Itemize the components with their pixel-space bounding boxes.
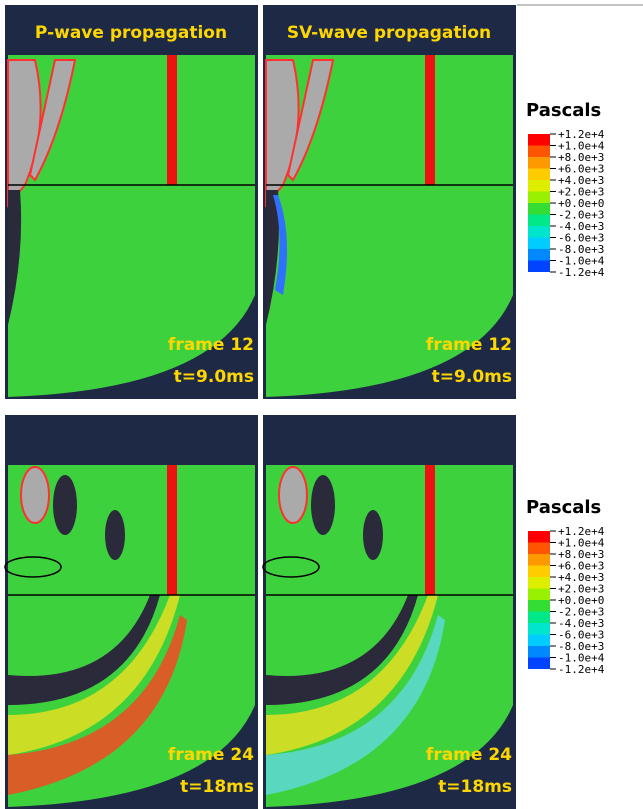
frame-label: frame 12 (168, 335, 254, 355)
legend-title: Pascals (526, 100, 601, 121)
panel-title: SV-wave propagation (287, 23, 491, 43)
frame-label: frame 24 (168, 745, 254, 765)
legend-swatch (528, 589, 550, 601)
legend-swatch (528, 169, 550, 181)
legend-swatch (528, 554, 550, 566)
frame-label: frame 12 (426, 335, 512, 355)
legend-swatch (528, 203, 550, 215)
legend-swatch (528, 134, 550, 146)
blob (279, 467, 307, 523)
legend-label: -1.2e+4 (558, 266, 605, 279)
blob (21, 467, 49, 523)
pile (425, 55, 435, 185)
legend-swatch (528, 146, 550, 158)
time-label: t=9.0ms (174, 367, 254, 387)
panel: P-wave propagation frame 12 t=9.0ms (5, 5, 258, 399)
panel: frame 24 t=18ms (5, 415, 258, 809)
blob (53, 475, 77, 535)
legend-swatch (528, 226, 550, 238)
legend: Pascals+1.2e+4+1.0e+4+8.0e+3+6.0e+3+4.0e… (526, 497, 605, 676)
time-label: t=18ms (438, 777, 512, 797)
pile (167, 465, 177, 595)
legend-swatch (528, 249, 550, 261)
figure: P-wave propagationframe 12t=9.0msSV-wave… (0, 0, 643, 809)
time-label: t=9.0ms (432, 367, 512, 387)
frame-label: frame 24 (426, 745, 512, 765)
legend-swatch (528, 180, 550, 192)
legend-swatch (528, 261, 550, 273)
legend-swatch (528, 623, 550, 635)
panel-title: P-wave propagation (35, 23, 227, 43)
blob (105, 510, 125, 560)
legend-swatch (528, 192, 550, 204)
legend-swatch (528, 600, 550, 612)
pile (167, 55, 177, 185)
pile (425, 465, 435, 595)
legend-title: Pascals (526, 497, 601, 518)
legend-swatch (528, 566, 550, 578)
legend-swatch (528, 612, 550, 624)
legend-swatch (528, 658, 550, 670)
blob (311, 475, 335, 535)
legend-swatch (528, 531, 550, 543)
panel: SV-wave propagation frame 12 t=9.0ms (263, 5, 516, 399)
legend-swatch (528, 577, 550, 589)
blob (363, 510, 383, 560)
legend-swatch (528, 238, 550, 250)
legend: Pascals+1.2e+4+1.0e+4+8.0e+3+6.0e+3+4.0e… (526, 100, 605, 279)
legend-swatch (528, 157, 550, 169)
panel: frame 24 t=18ms (263, 415, 516, 809)
legend-swatch (528, 215, 550, 227)
time-label: t=18ms (180, 777, 254, 797)
legend-swatch (528, 543, 550, 555)
legend-swatch (528, 646, 550, 658)
legend-label: -1.2e+4 (558, 663, 605, 676)
legend-swatch (528, 635, 550, 647)
